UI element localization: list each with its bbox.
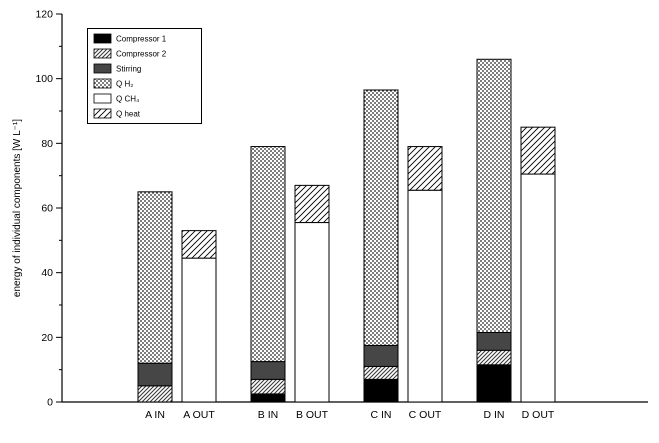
bar-segment	[250, 361, 286, 380]
bar-segment	[363, 89, 399, 346]
bar-segment	[294, 222, 330, 403]
x-category-label: C OUT	[409, 409, 442, 421]
bar-segment	[137, 362, 173, 387]
y-tick-label: 20	[41, 332, 53, 344]
bar-segment	[407, 189, 443, 403]
bar-segment	[137, 385, 173, 403]
legend-swatch	[93, 63, 112, 74]
bar-segment	[476, 349, 512, 366]
y-tick-label: 40	[41, 267, 53, 279]
y-tick-label: 60	[41, 203, 53, 215]
y-tick-label: 120	[35, 9, 53, 21]
x-category-label: A OUT	[183, 409, 215, 421]
x-category-label: B IN	[258, 409, 278, 421]
legend-label: Stirring	[116, 65, 141, 74]
x-category-label: D IN	[484, 409, 505, 421]
y-tick-label: 0	[47, 397, 53, 409]
bar-segment	[476, 364, 512, 403]
y-tick-label: 100	[35, 73, 53, 85]
legend-swatch	[93, 108, 112, 119]
legend-swatch	[93, 33, 112, 44]
x-category-label: B OUT	[296, 409, 329, 421]
legend-box	[87, 28, 202, 124]
bar-segment	[363, 378, 399, 403]
legend-label: Q H₂	[116, 80, 133, 89]
bar-segment	[250, 393, 286, 403]
y-tick-label: 80	[41, 138, 53, 150]
bar-segment	[407, 146, 443, 191]
bar-segment	[520, 126, 556, 175]
bar-segment	[476, 58, 512, 333]
legend-label: Compressor 1	[116, 35, 167, 44]
bar-segment	[294, 184, 330, 224]
legend-swatch	[93, 93, 112, 104]
y-axis-title: energy of individual components [W L⁻¹]	[12, 119, 23, 297]
legend-swatch	[93, 78, 112, 89]
x-category-label: D OUT	[522, 409, 555, 421]
bar-segment	[181, 230, 217, 259]
legend-swatch	[93, 48, 112, 59]
bar-segment	[181, 257, 217, 403]
legend-label: Q heat	[116, 110, 141, 119]
x-category-label: C IN	[371, 409, 392, 421]
x-category-label: A IN	[145, 409, 165, 421]
bar-segment	[363, 344, 399, 367]
legend-label: Compressor 2	[116, 50, 167, 59]
bar-segment	[363, 365, 399, 380]
bar-segment	[476, 331, 512, 351]
legend-label: Q CH₄	[116, 95, 139, 104]
bar-segment	[520, 173, 556, 403]
bar-segment	[250, 378, 286, 395]
bar-segment	[250, 146, 286, 363]
bar-segment	[137, 191, 173, 364]
